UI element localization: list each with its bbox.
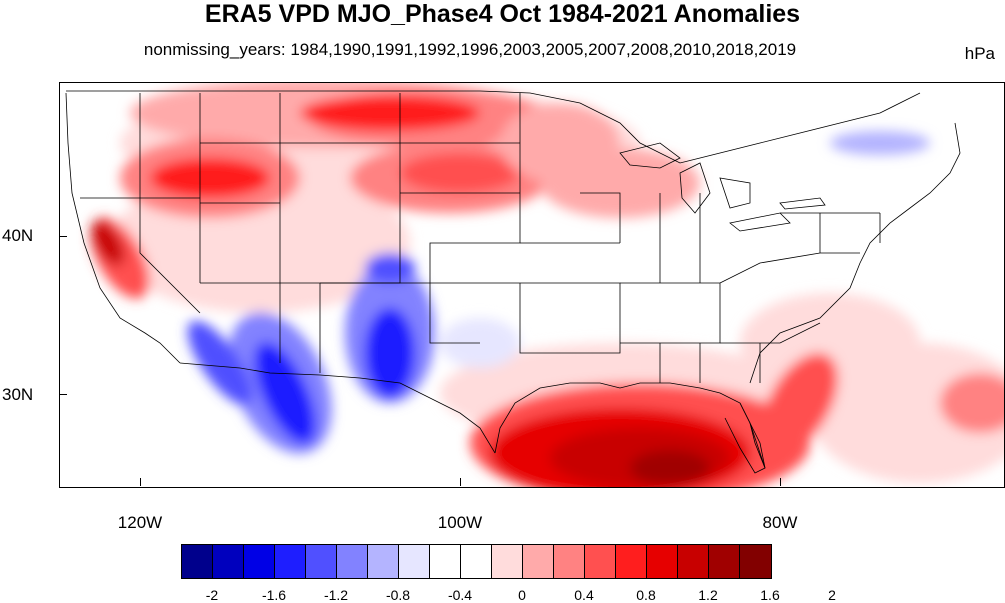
colorbar-box [430, 545, 461, 578]
colorbar-box [523, 545, 554, 578]
colorbar-box [554, 545, 585, 578]
x-label-80w: 80W [762, 513, 798, 532]
colorbar-box [678, 545, 709, 578]
colorbar-box [492, 545, 523, 578]
colorbar-label: 0 [518, 587, 526, 603]
y-tick-30n [59, 394, 67, 395]
colorbar-label: -0.8 [385, 587, 411, 603]
state-borders [65, 90, 961, 474]
colorbar-label: -2 [205, 587, 219, 603]
colorbar-box [213, 545, 244, 578]
x-label-100w: 100W [437, 513, 483, 532]
colorbar-label: 2 [828, 587, 836, 603]
colorbar-box [337, 545, 368, 578]
colorbar-box [368, 545, 399, 578]
colorbar-box [647, 545, 678, 578]
colorbar-label: -1.2 [323, 587, 349, 603]
colorbar [181, 544, 772, 579]
colorbar-label: -1.6 [261, 587, 287, 603]
x-tick-120w [140, 478, 141, 486]
x-label-120w: 120W [117, 513, 163, 532]
colorbar-label: 0.8 [636, 587, 656, 603]
colorbar-box [461, 545, 492, 578]
y-label-30n: 30N [2, 385, 34, 404]
map-panel [59, 82, 1005, 488]
colorbar-box [399, 545, 430, 578]
x-tick-100w [460, 478, 461, 486]
colorbar-label: -0.4 [447, 587, 473, 603]
colorbar-box [616, 545, 647, 578]
colorbar-label: 0.4 [574, 587, 594, 603]
y-label-40n: 40N [2, 226, 34, 245]
map-subtitle: nonmissing_years: 1984,1990,1991,1992,19… [143, 40, 797, 59]
colorbar-label: 1.2 [698, 587, 718, 603]
colorbar-label: 1.6 [760, 587, 780, 603]
x-tick-80w [780, 478, 781, 486]
colorbar-box [585, 545, 616, 578]
colorbar-box [709, 545, 740, 578]
colorbar-box [740, 545, 771, 578]
units-label: hPa [964, 44, 995, 63]
map-title: ERA5 VPD MJO_Phase4 Oct 1984-2021 Anomal… [204, 0, 801, 28]
anomaly-shading [90, 83, 1004, 487]
colorbar-box [275, 545, 306, 578]
colorbar-box [182, 545, 213, 578]
colorbar-box [306, 545, 337, 578]
anomaly-map [65, 83, 1004, 487]
y-tick-40n [59, 236, 67, 237]
colorbar-box [244, 545, 275, 578]
